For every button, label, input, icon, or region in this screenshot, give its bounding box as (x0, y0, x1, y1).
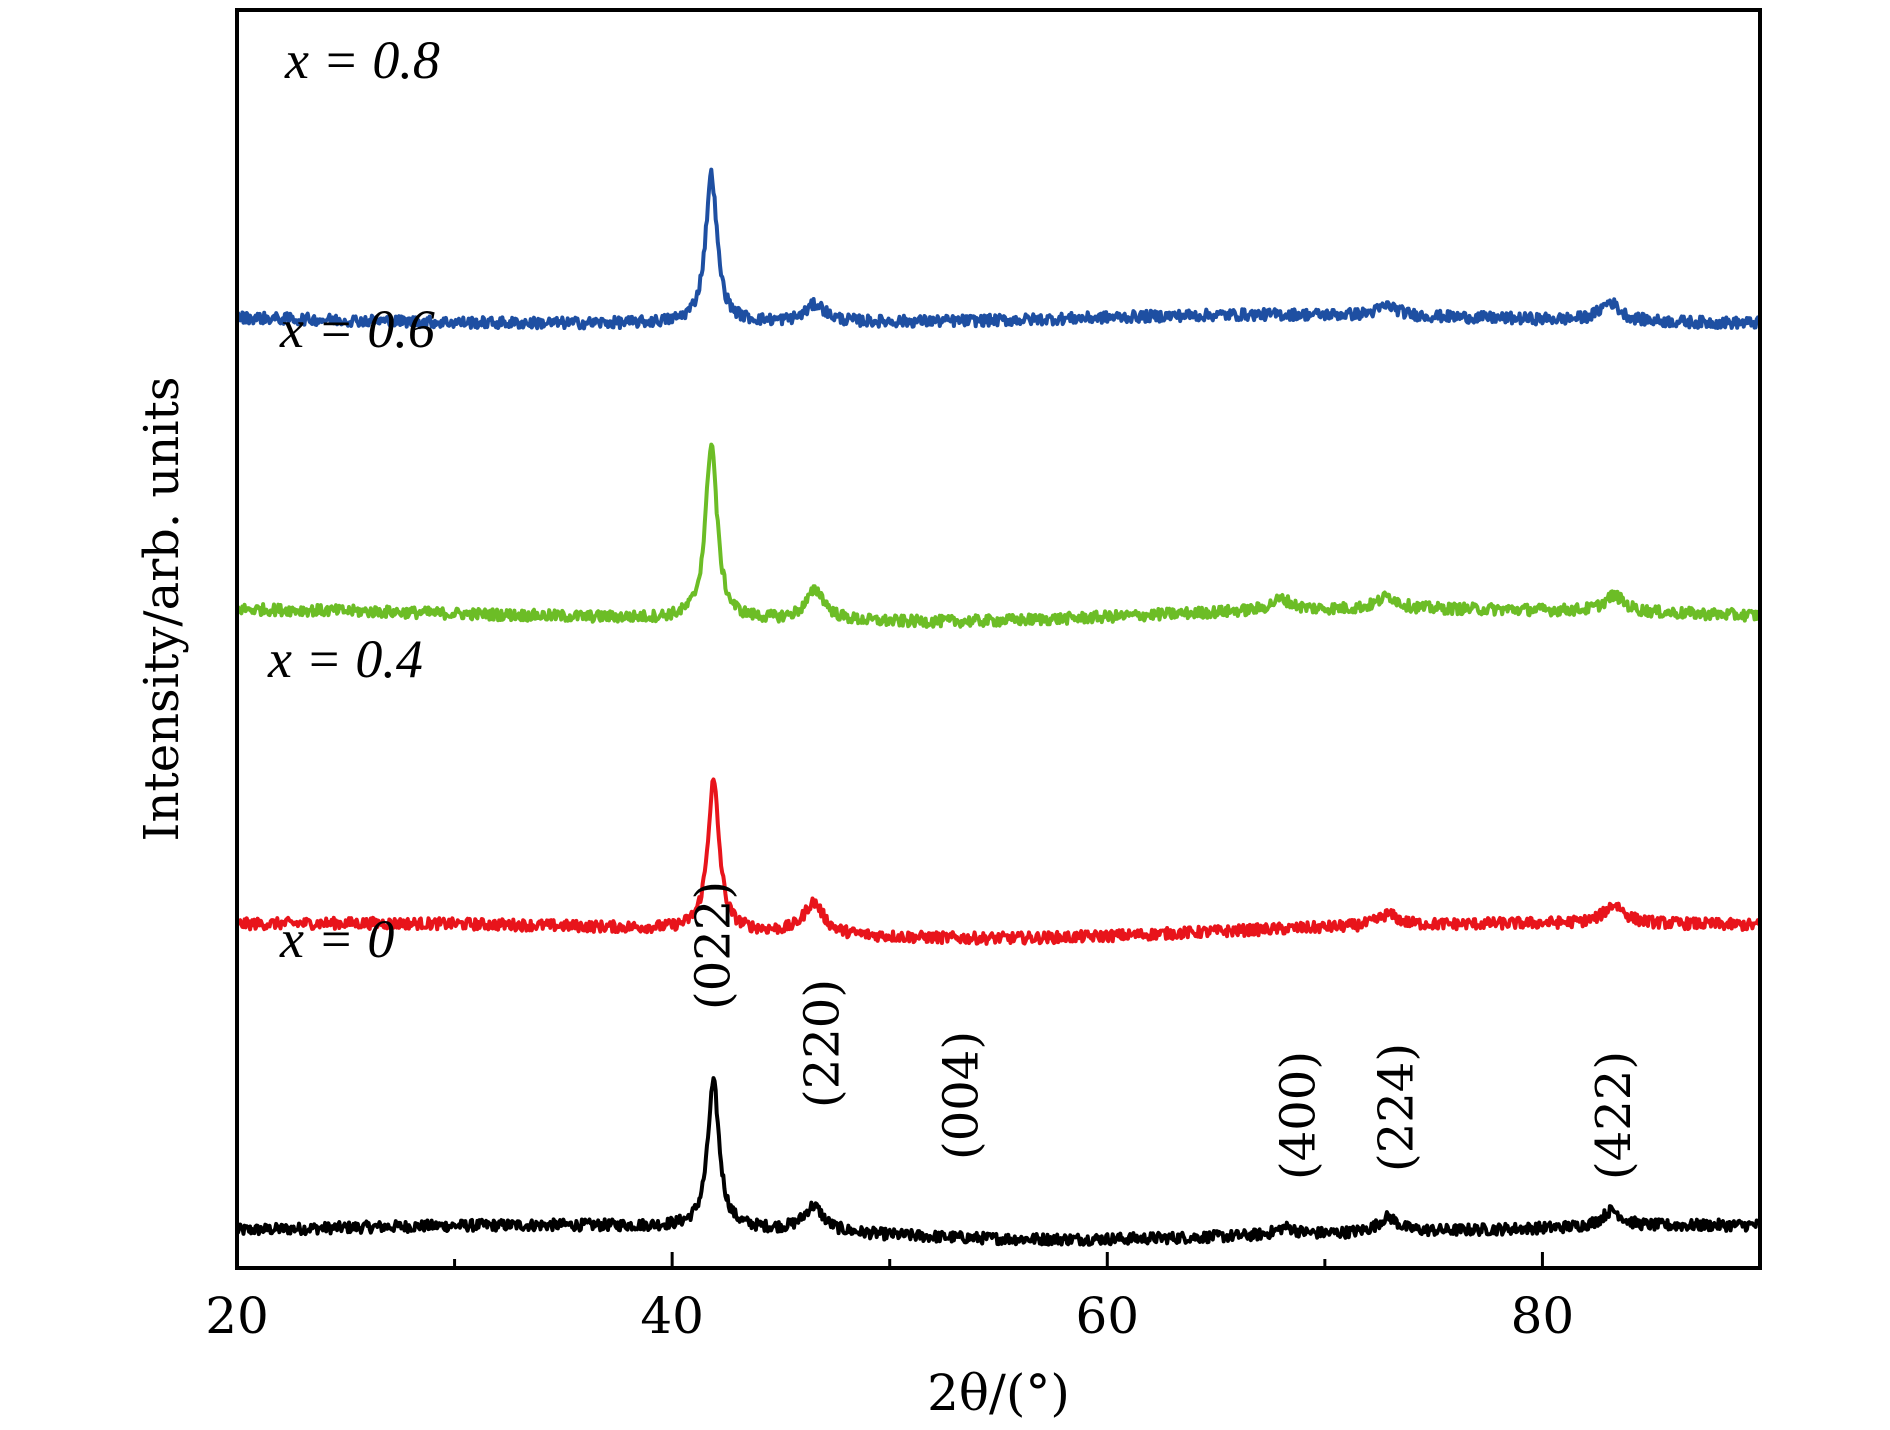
series-label: x = 0.8 (284, 30, 440, 90)
x-axis-ticks (235, 1252, 1544, 1268)
series-line (235, 1076, 1761, 1247)
plot-frame (235, 8, 1762, 1270)
chart-labels: 20 40 60 80 2θ/(°) Intensity/arb. units x = 0 x… (134, 30, 1642, 1422)
series-label: x = 0.4 (267, 629, 423, 689)
plot-area (235, 167, 1762, 1247)
series-label: x = 0 (279, 909, 394, 969)
x-tick-label: 80 (1511, 1287, 1575, 1345)
x-tick-label: 60 (1075, 1287, 1139, 1345)
peak-annotation: (220) (794, 979, 850, 1108)
series-line (235, 167, 1762, 331)
series-label: x = 0.6 (279, 299, 435, 359)
x-axis-label: 2θ/(°) (927, 1364, 1070, 1422)
x-tick-label: 40 (640, 1287, 704, 1345)
peak-annotation: (400) (1271, 1051, 1327, 1180)
peak-annotation: (224) (1369, 1043, 1425, 1172)
x-tick-label: 20 (205, 1287, 269, 1345)
series-line (236, 442, 1762, 629)
series-line (235, 777, 1762, 946)
peak-annotation: (004) (934, 1031, 990, 1160)
peak-annotation: (422) (1586, 1051, 1642, 1180)
peak-annotation: (022) (685, 881, 741, 1010)
y-axis-label: Intensity/arb. units (134, 377, 190, 842)
